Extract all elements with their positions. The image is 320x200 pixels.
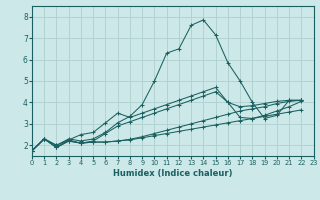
X-axis label: Humidex (Indice chaleur): Humidex (Indice chaleur) [113,169,233,178]
